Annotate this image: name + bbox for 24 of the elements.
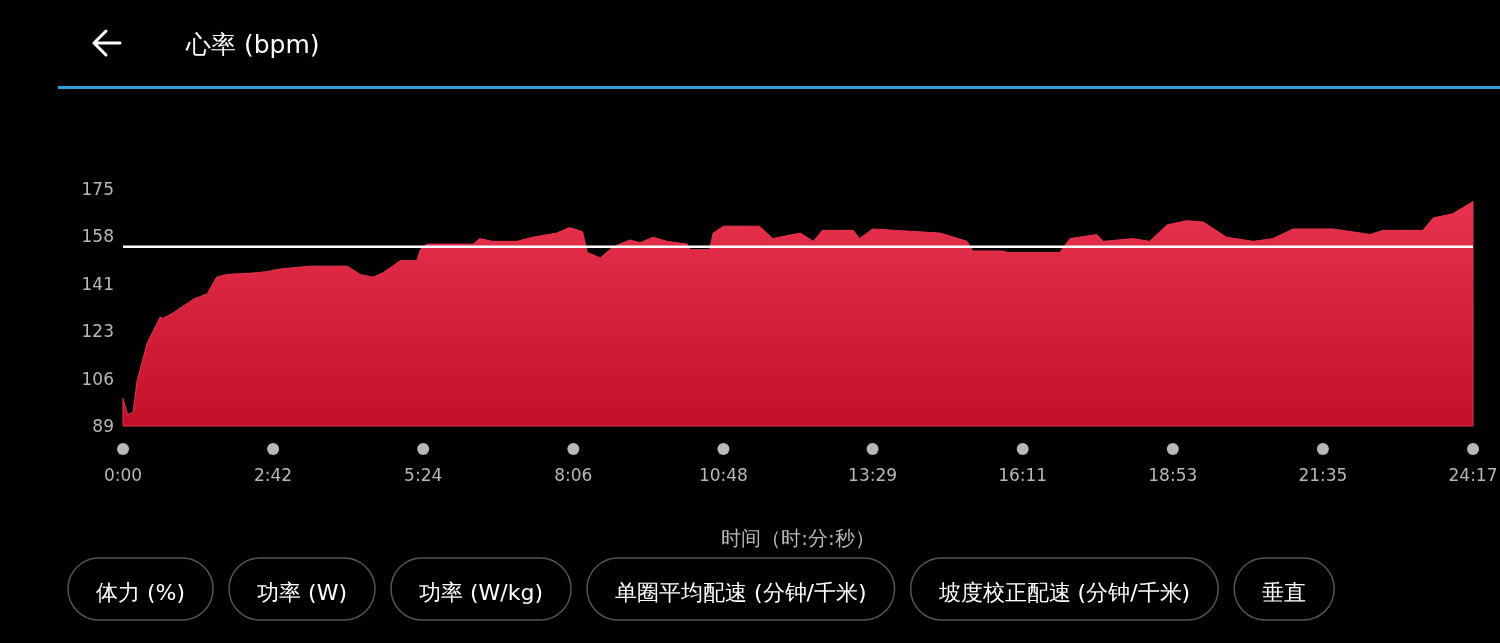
y-tick-label: 141 [81,273,114,294]
y-tick-label: 175 [81,179,114,199]
y-tick-label: 89 [92,416,114,436]
x-tick-label: 13:29 [848,465,898,485]
x-axis-title: 时间（时:分:秒） [721,526,875,550]
text: 功率 (W/kg) [419,580,544,605]
y-tick-label: 158 [81,226,114,247]
x-tick-label: 10:48 [698,465,748,485]
text: 单圈平均配速 (分钟/千米) [615,580,867,605]
x-tick-label: 21:35 [1298,465,1348,485]
x-tick-label: 24:17 [1448,465,1498,485]
x-tick-label: 16:11 [998,465,1048,485]
x-tick-label: 8:06 [554,465,593,485]
x-tick-label: 5:24 [404,465,443,485]
x-tick-label: 0:00 [103,465,143,485]
text: 坡度校正配速 (分钟/千米) [937,580,1191,605]
y-tick-label: 106 [81,368,114,389]
text: 功率 (W) [257,580,347,605]
x-tick-label: 18:53 [1148,465,1198,485]
text: 体力 (%) [96,580,186,605]
text: 垂直 [1262,580,1307,605]
y-tick-label: 123 [81,321,114,342]
chart-title: 心率 (bpm) [185,30,320,59]
x-tick-label: 2:42 [254,465,293,485]
